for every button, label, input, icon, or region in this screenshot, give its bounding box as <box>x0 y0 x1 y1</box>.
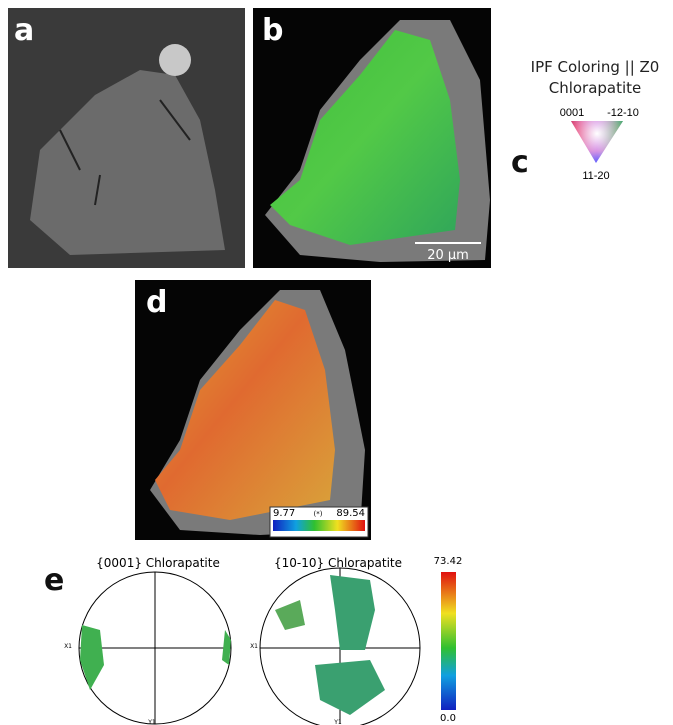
panel-d: 9.77 (*) 89.54 d <box>135 280 371 540</box>
axis-label: X1 <box>64 643 72 650</box>
colorbar-min: 0.0 <box>440 713 456 724</box>
panel-label: a <box>14 13 34 48</box>
pole-cluster <box>330 575 375 650</box>
panel-label: d <box>146 285 167 320</box>
panel-c: IPF Coloring || Z0 Chlorapatite 0001 -12… <box>511 58 659 182</box>
colorbar-max: 73.42 <box>434 556 463 567</box>
pole-cluster <box>80 625 104 690</box>
colorbar <box>273 520 365 531</box>
colorbar-min: 9.77 <box>273 508 295 519</box>
axis-label: Y1 <box>333 719 342 725</box>
colorbar-max: 89.54 <box>336 508 365 519</box>
corner-label: 11-20 <box>582 170 609 182</box>
ipf-triangle-overlay <box>571 121 623 163</box>
legend-phase: Chlorapatite <box>549 79 642 97</box>
corner-label: -12-10 <box>607 107 639 119</box>
colorbar <box>441 572 456 710</box>
pole-cluster <box>275 600 305 630</box>
panel-label: e <box>44 563 64 598</box>
colorbar-unit: (*) <box>314 510 323 518</box>
panel-label: b <box>262 13 283 48</box>
pole-cluster <box>315 660 385 715</box>
page: {"panels": { "a": {"label": "a"}, "b": {… <box>0 0 673 725</box>
pole-figure-title: {0001} Chlorapatite <box>96 556 220 570</box>
panel-label: c <box>511 145 529 180</box>
panel-a: a <box>8 8 245 268</box>
bright-inclusion <box>159 44 191 76</box>
scale-bar-label: 20 µm <box>427 248 469 263</box>
panel-e: e {0001} Chlorapatite X1 Y1 {10-10} Chlo… <box>44 556 462 725</box>
axis-label: X1 <box>250 643 258 650</box>
panel-b: 20 µm b <box>253 8 491 268</box>
figure: a 20 µm b IPF Coloring || Z0 Chlorapatit… <box>0 0 673 725</box>
axis-label: Y1 <box>147 719 156 725</box>
legend-title: IPF Coloring || Z0 <box>531 58 660 76</box>
corner-label: 0001 <box>560 107 584 119</box>
